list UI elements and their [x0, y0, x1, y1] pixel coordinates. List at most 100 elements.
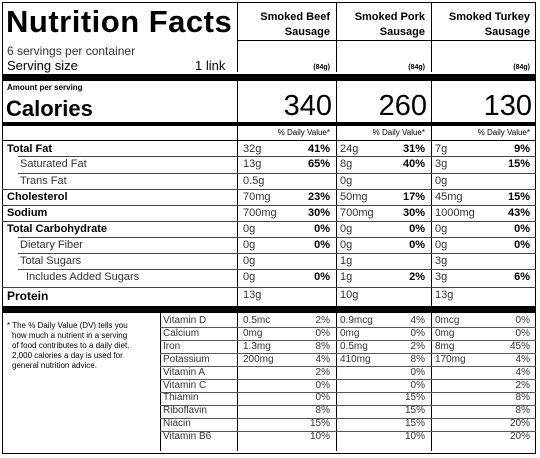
nutrient-daily-value: 0%	[514, 223, 530, 235]
vitamin-daily-value: 4%	[315, 353, 330, 365]
header-divider	[237, 40, 536, 41]
vitamin-amount: 0mg	[340, 327, 360, 339]
vitamin-daily-value: 15%	[404, 418, 425, 430]
calories-value: 130	[483, 90, 532, 122]
nutrient-daily-value: 0%	[514, 239, 530, 251]
product-serving-weight: (84g)	[313, 64, 330, 71]
nutrient-amount: 7g	[435, 143, 448, 155]
vitamin-daily-value: 2%	[315, 366, 330, 378]
vitamin-amount: 170mg	[435, 353, 466, 365]
product-serving-weight: (84g)	[513, 64, 530, 71]
nutrient-amount: 32g	[243, 143, 262, 155]
nutrient-amount: 0g	[340, 175, 353, 187]
nutrient-label: Cholesterol	[7, 191, 68, 203]
nutrient-daily-value: 6%	[514, 271, 530, 283]
vitamin-daily-value: 0%	[315, 327, 330, 339]
nutrient-amount: 70mg	[243, 191, 271, 203]
vitamin-label: Vitamin A	[163, 366, 206, 378]
nutrient-daily-value: 0%	[409, 223, 425, 235]
nutrient-daily-value: 17%	[402, 191, 425, 203]
vitamin-label: Calcium	[163, 327, 200, 339]
vitamin-amount: 0.9mcg	[340, 315, 373, 326]
vitamin-amount: 0.5mg	[340, 340, 368, 352]
nutrient-amount: 0g	[243, 255, 256, 267]
vitamin-label: Potassium	[163, 353, 210, 365]
nutrient-daily-value: 43%	[507, 207, 530, 219]
nutrient-amount: 700mg	[340, 207, 374, 219]
nutrient-amount: 50mg	[340, 191, 368, 203]
nutrient-amount: 1g	[340, 271, 353, 283]
vitamin-daily-value: 15%	[404, 405, 425, 417]
vitamin-amount: 0.5mc	[243, 315, 271, 326]
nutrient-amount: 0g	[340, 239, 353, 251]
nutrient-label: Trans Fat	[20, 175, 67, 187]
vitamin-daily-value: 8%	[515, 405, 530, 417]
vitamin-amount: 0mg	[243, 327, 263, 339]
nutrient-amount: 700mg	[243, 207, 277, 219]
nutrition-label	[2, 2, 536, 454]
vitamin-daily-value: 20%	[509, 431, 530, 443]
vitamin-daily-value: 8%	[515, 392, 530, 404]
nutrient-daily-value: 2%	[409, 271, 425, 283]
nutrient-daily-value: 65%	[307, 158, 330, 170]
product-name-line1: Smoked Turkey	[448, 11, 530, 23]
nutrient-amount: 0.5g	[243, 175, 265, 187]
nutrient-label: Total Fat	[7, 143, 53, 155]
vitamin-amount: 1.3mg	[243, 340, 271, 352]
vitamin-daily-value: 4%	[515, 353, 530, 365]
vitamin-daily-value: 15%	[404, 392, 425, 404]
nutrient-amount: 0g	[435, 223, 448, 235]
nutrient-amount: 0g	[340, 223, 353, 235]
nutrient-amount: 24g	[340, 143, 359, 155]
daily-value-header: % Daily Value*	[277, 128, 330, 137]
nutrient-daily-value: 15%	[507, 191, 530, 203]
nutrient-amount: 3g	[435, 158, 448, 170]
footnote-line: how much a nutrient in a serving	[12, 331, 128, 340]
nutrient-label: Includes Added Sugars	[26, 271, 140, 283]
serving-size-value: 1 link	[195, 58, 226, 73]
nutrient-amount: 13g	[435, 289, 454, 301]
nutrient-amount: 0g	[243, 271, 256, 283]
nutrient-daily-value: 30%	[402, 207, 425, 219]
nutrient-amount: 45mg	[435, 191, 463, 203]
nutrient-amount: 1000mg	[435, 207, 475, 219]
nutrient-daily-value: 0%	[314, 223, 330, 235]
vitamin-daily-value: 10%	[309, 431, 330, 443]
footnote-line: general nutrition advice.	[12, 361, 97, 370]
nutrient-amount: 13g	[243, 289, 262, 301]
servings-per-container: 6 servings per container	[7, 44, 136, 58]
nutrient-daily-value: 40%	[402, 158, 425, 170]
vitamin-label: Vitamin C	[163, 379, 207, 391]
nutrient-label: Protein	[7, 289, 49, 303]
vitamin-daily-value: 8%	[315, 405, 330, 417]
nutrient-daily-value: 41%	[307, 143, 330, 155]
nutrient-label: Saturated Fat	[20, 158, 87, 170]
vitamin-daily-value: 4%	[410, 315, 425, 326]
vitamin-daily-value: 0%	[410, 366, 425, 378]
product-name-line2: Sausage	[284, 26, 330, 38]
nutrient-amount: 0g	[243, 223, 256, 235]
nutrient-amount: 0g	[435, 239, 448, 251]
vitamin-label: Vitamin B6	[163, 431, 212, 443]
footnote-line: * The % Daily Value (DV) tells you	[7, 321, 128, 330]
nutrient-amount: 0g	[243, 239, 256, 251]
vitamin-daily-value: 10%	[404, 431, 425, 443]
vitamin-daily-value: 0%	[315, 379, 330, 391]
vitamin-amount: 0mg	[435, 327, 455, 339]
nutrient-label: Total Carbohydrate	[7, 223, 108, 235]
nutrient-daily-value: 0%	[314, 271, 330, 283]
vitamin-daily-value: 20%	[509, 418, 530, 430]
vitamin-daily-value: 8%	[315, 340, 330, 352]
nutrient-amount: 3g	[435, 255, 448, 267]
vitamin-label: Thiamin	[163, 392, 199, 404]
vitamin-label: Riboflavin	[163, 405, 207, 417]
vitamin-daily-value: 2%	[410, 340, 425, 352]
footnote-line: of food contributes to a daily diet.	[12, 341, 130, 350]
nutrient-label: Dietary Fiber	[20, 239, 83, 251]
nutrient-daily-value: 30%	[307, 207, 330, 219]
amount-per-serving: Amount per serving	[7, 83, 83, 92]
calories-label: Calories	[6, 96, 93, 121]
vitamin-daily-value: 8%	[410, 353, 425, 365]
calories-value: 340	[283, 90, 332, 122]
nutrient-amount: 1g	[340, 255, 353, 267]
